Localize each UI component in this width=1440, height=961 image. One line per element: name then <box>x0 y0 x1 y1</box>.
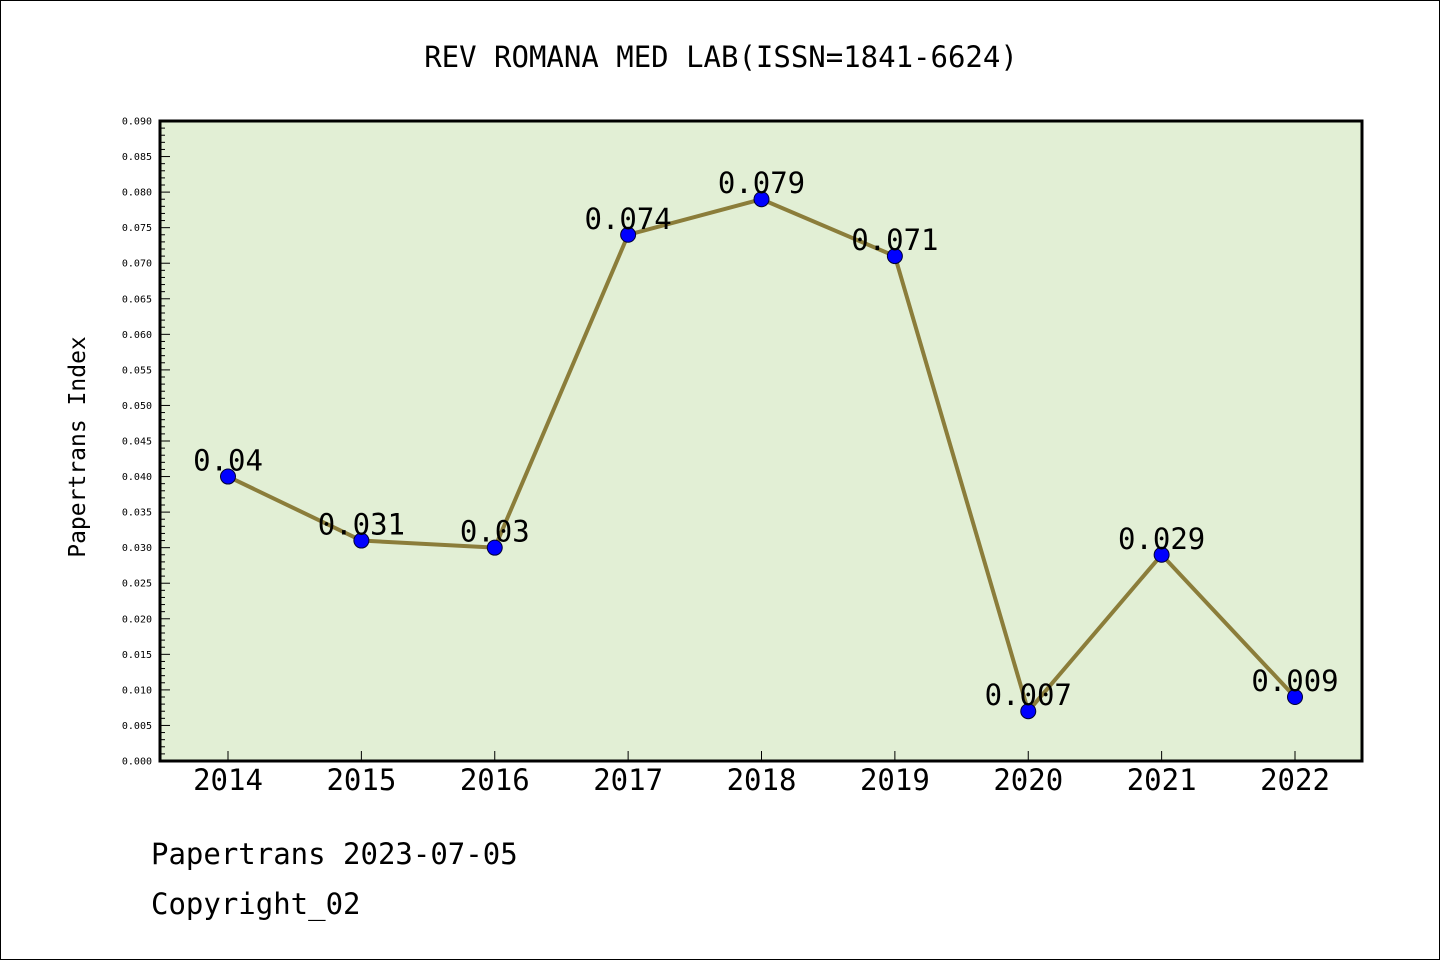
x-tick-label: 2019 <box>860 763 930 797</box>
plot-area <box>158 119 1364 763</box>
y-tick-label: 0.070 <box>122 259 152 270</box>
y-tick-label: 0.055 <box>122 365 152 376</box>
x-tick-label: 2018 <box>727 763 797 797</box>
data-label: 0.04 <box>193 444 263 478</box>
data-point <box>1153 546 1170 563</box>
y-tick-label: 0.020 <box>122 614 152 625</box>
y-tick-label: 0.090 <box>122 117 152 128</box>
data-label: 0.031 <box>318 508 405 542</box>
y-axis-label: Papertrans Index <box>65 336 91 558</box>
y-tick-label: 0.000 <box>122 757 152 768</box>
data-point <box>753 191 770 208</box>
data-point <box>220 468 236 485</box>
y-tick-label: 0.025 <box>122 579 152 590</box>
x-tick-label: 2021 <box>1127 763 1197 797</box>
data-label: 0.029 <box>1118 522 1205 556</box>
data-point <box>353 532 370 549</box>
footer-copyright: Copyright_02 <box>151 887 361 921</box>
chart-title: REV ROMANA MED LAB(ISSN=1841-6624) <box>424 40 1018 74</box>
x-axis-ticks: 2014 2015 2016 2017 2018 2019 2020 2021 2022 <box>193 751 1330 797</box>
data-point <box>1287 689 1303 705</box>
y-tick-label: 0.010 <box>122 685 152 696</box>
data-label: 0.074 <box>584 202 671 236</box>
data-point <box>1020 703 1037 720</box>
data-label: 0.071 <box>851 223 938 257</box>
data-label: 0.03 <box>460 515 530 549</box>
x-tick-label: 2022 <box>1260 763 1330 797</box>
y-tick-label: 0.035 <box>122 508 152 519</box>
x-tick-label: 2016 <box>460 763 530 797</box>
data-point <box>886 248 903 265</box>
y-tick-label: 0.050 <box>122 401 152 412</box>
y-tick-label: 0.005 <box>122 721 152 732</box>
data-label: 0.079 <box>718 166 805 200</box>
data-label: 0.009 <box>1251 664 1338 698</box>
data-label: 0.007 <box>985 678 1072 712</box>
footer-date: Papertrans 2023-07-05 <box>151 837 518 871</box>
y-tick-label: 0.015 <box>122 650 152 661</box>
y-tick-label: 0.080 <box>122 188 152 199</box>
y-tick-label: 0.060 <box>122 330 152 341</box>
y-tick-label: 0.075 <box>122 223 152 234</box>
y-tick-label: 0.085 <box>122 152 152 163</box>
y-tick-label: 0.045 <box>122 437 152 448</box>
data-point <box>486 539 503 556</box>
x-tick-label: 2020 <box>993 763 1063 797</box>
y-tick-label: 0.030 <box>122 543 152 554</box>
data-point <box>620 226 637 243</box>
y-tick-label: 0.065 <box>122 294 152 305</box>
y-tick-label: 0.040 <box>122 472 152 483</box>
x-tick-label: 2015 <box>326 763 396 797</box>
series-layer: 0.04 0.031 0.03 0.074 0.079 0.071 0.007 0.029 0.… <box>193 166 1339 720</box>
x-tick-label: 2017 <box>593 763 663 797</box>
y-axis-ticks: 0.000 0.005 0.010 0.015 0.020 0.025 0.030 0.035… <box>122 117 170 768</box>
x-tick-label: 2014 <box>193 763 263 797</box>
